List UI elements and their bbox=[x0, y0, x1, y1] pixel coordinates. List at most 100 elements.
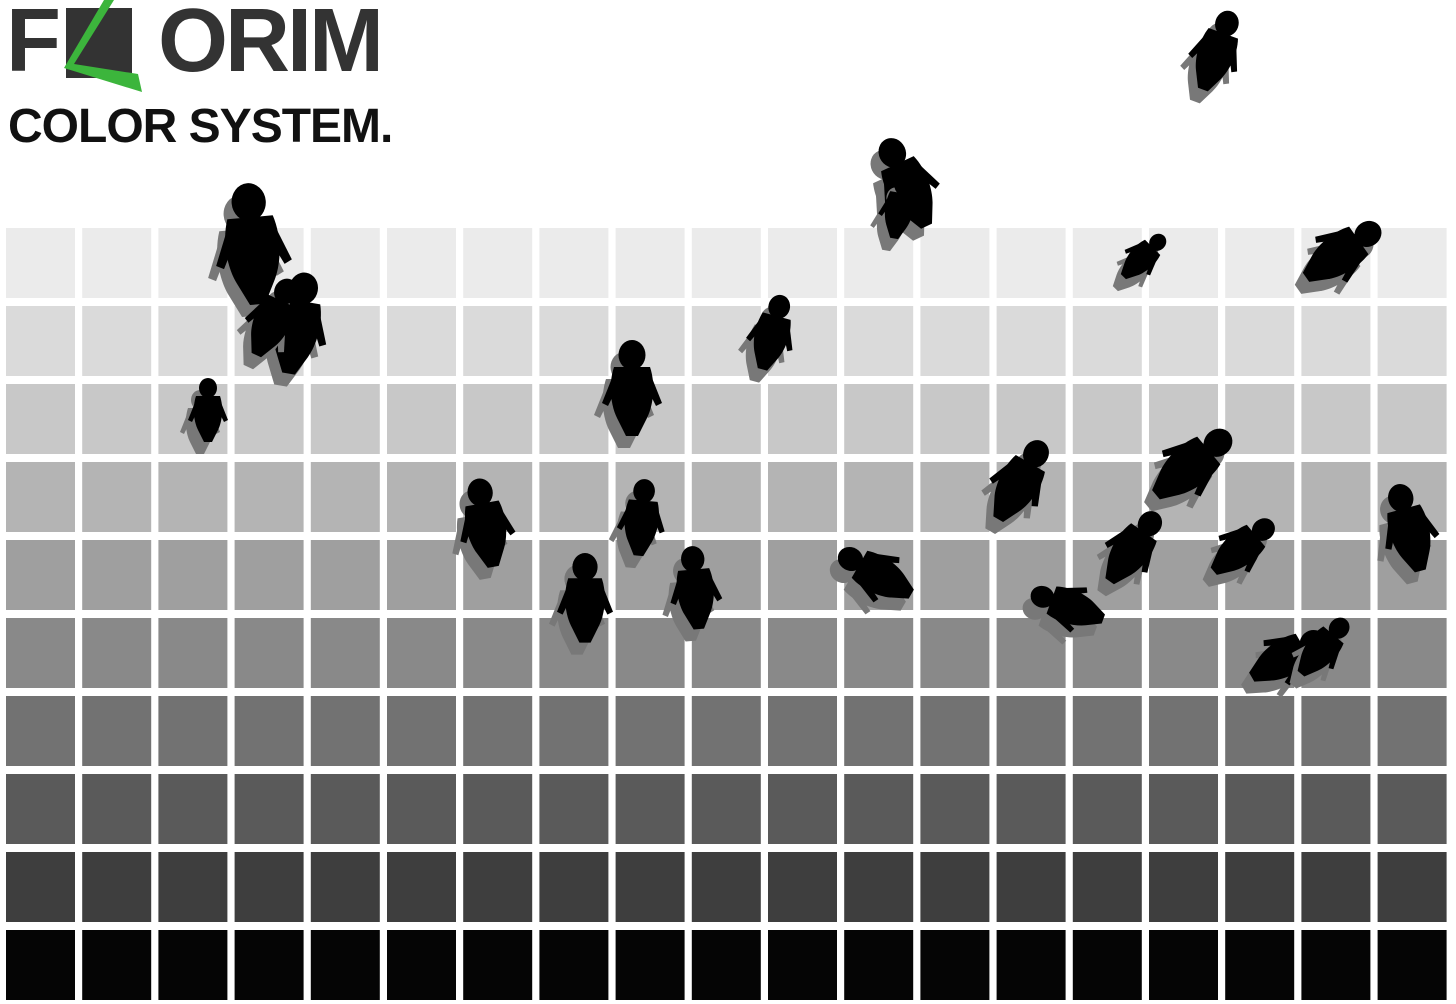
color-tile bbox=[539, 696, 609, 766]
color-tile bbox=[463, 306, 533, 376]
color-tile bbox=[1225, 774, 1295, 844]
color-tile bbox=[691, 852, 761, 922]
color-tile bbox=[1072, 930, 1142, 1000]
person-silhouette-icon bbox=[1281, 202, 1396, 313]
color-tile bbox=[6, 540, 75, 610]
color-tile bbox=[1149, 618, 1218, 688]
color-tile bbox=[6, 774, 75, 844]
color-tile bbox=[158, 306, 228, 376]
color-tile bbox=[691, 930, 761, 1000]
color-tile bbox=[1225, 306, 1295, 376]
color-tile bbox=[768, 618, 837, 688]
color-tile bbox=[6, 852, 75, 922]
color-tile bbox=[844, 618, 914, 688]
color-tile bbox=[1225, 930, 1295, 1000]
color-tile bbox=[691, 696, 761, 766]
color-tile bbox=[996, 774, 1066, 844]
color-tile bbox=[82, 462, 152, 532]
color-tile bbox=[539, 930, 609, 1000]
person-silhouette-icon bbox=[1170, 2, 1256, 111]
color-tile bbox=[1377, 618, 1447, 688]
person-silhouette-icon bbox=[549, 553, 613, 655]
color-tile bbox=[920, 930, 990, 1000]
person-silhouette-icon bbox=[731, 289, 806, 388]
color-tile bbox=[920, 696, 990, 766]
person-silhouette-icon bbox=[606, 477, 670, 570]
color-tile bbox=[768, 852, 837, 922]
color-tile bbox=[768, 462, 837, 532]
color-tile bbox=[1072, 774, 1142, 844]
color-tile bbox=[82, 696, 152, 766]
color-tile bbox=[82, 774, 152, 844]
color-tile bbox=[691, 462, 761, 532]
color-tile bbox=[158, 774, 228, 844]
color-tile bbox=[539, 462, 609, 532]
color-tile bbox=[1072, 696, 1142, 766]
color-tile bbox=[82, 306, 152, 376]
color-tile bbox=[539, 306, 609, 376]
color-tile bbox=[996, 696, 1066, 766]
color-tile bbox=[310, 696, 380, 766]
tagline: COLOR SYSTEM. bbox=[8, 100, 393, 153]
color-tile bbox=[1377, 852, 1447, 922]
color-tile bbox=[158, 696, 228, 766]
color-tile bbox=[463, 930, 533, 1000]
color-tile bbox=[768, 696, 837, 766]
color-tile bbox=[6, 306, 75, 376]
color-tile bbox=[1149, 306, 1218, 376]
color-tile bbox=[310, 228, 380, 298]
color-tile bbox=[615, 774, 685, 844]
color-tile bbox=[310, 774, 380, 844]
color-tile bbox=[387, 462, 456, 532]
person-silhouette-icon bbox=[1102, 223, 1177, 302]
color-tile bbox=[6, 462, 75, 532]
color-tile bbox=[387, 228, 456, 298]
color-tile bbox=[387, 306, 456, 376]
color-tile bbox=[310, 618, 380, 688]
color-tile bbox=[1149, 930, 1218, 1000]
logo-letter-f: F bbox=[6, 0, 61, 91]
color-tile bbox=[1301, 696, 1371, 766]
person-silhouette-icon bbox=[594, 340, 662, 448]
color-tile bbox=[158, 462, 228, 532]
color-tile bbox=[387, 774, 456, 844]
color-tile bbox=[234, 696, 304, 766]
color-tile bbox=[539, 852, 609, 922]
color-tile bbox=[82, 618, 152, 688]
color-tile bbox=[615, 228, 685, 298]
color-tile bbox=[920, 540, 990, 610]
color-tile bbox=[844, 306, 914, 376]
color-tile bbox=[615, 930, 685, 1000]
color-tile bbox=[996, 306, 1066, 376]
color-tile bbox=[844, 696, 914, 766]
person-silhouette-icon bbox=[442, 473, 521, 584]
color-tile bbox=[920, 774, 990, 844]
color-tile bbox=[387, 384, 456, 454]
color-tile bbox=[234, 852, 304, 922]
color-tile bbox=[6, 384, 75, 454]
color-tile bbox=[1377, 306, 1447, 376]
color-tile bbox=[158, 540, 228, 610]
logo-letters-orim: ORIM bbox=[158, 0, 384, 91]
person-silhouette-icon bbox=[1080, 498, 1179, 609]
color-tile bbox=[387, 852, 456, 922]
color-tile bbox=[158, 930, 228, 1000]
color-tile bbox=[387, 696, 456, 766]
color-tile bbox=[768, 540, 837, 610]
color-tile bbox=[691, 774, 761, 844]
color-tile bbox=[1377, 696, 1447, 766]
color-tile bbox=[82, 852, 152, 922]
color-tile bbox=[463, 618, 533, 688]
color-tile bbox=[691, 384, 761, 454]
color-tile bbox=[615, 696, 685, 766]
color-tile bbox=[82, 228, 152, 298]
color-tile bbox=[1301, 462, 1371, 532]
color-tile bbox=[615, 618, 685, 688]
color-tile bbox=[1225, 852, 1295, 922]
color-tile bbox=[1072, 384, 1142, 454]
color-tile bbox=[6, 228, 75, 298]
color-tile bbox=[844, 930, 914, 1000]
color-tile bbox=[1225, 384, 1295, 454]
color-tile bbox=[1149, 852, 1218, 922]
